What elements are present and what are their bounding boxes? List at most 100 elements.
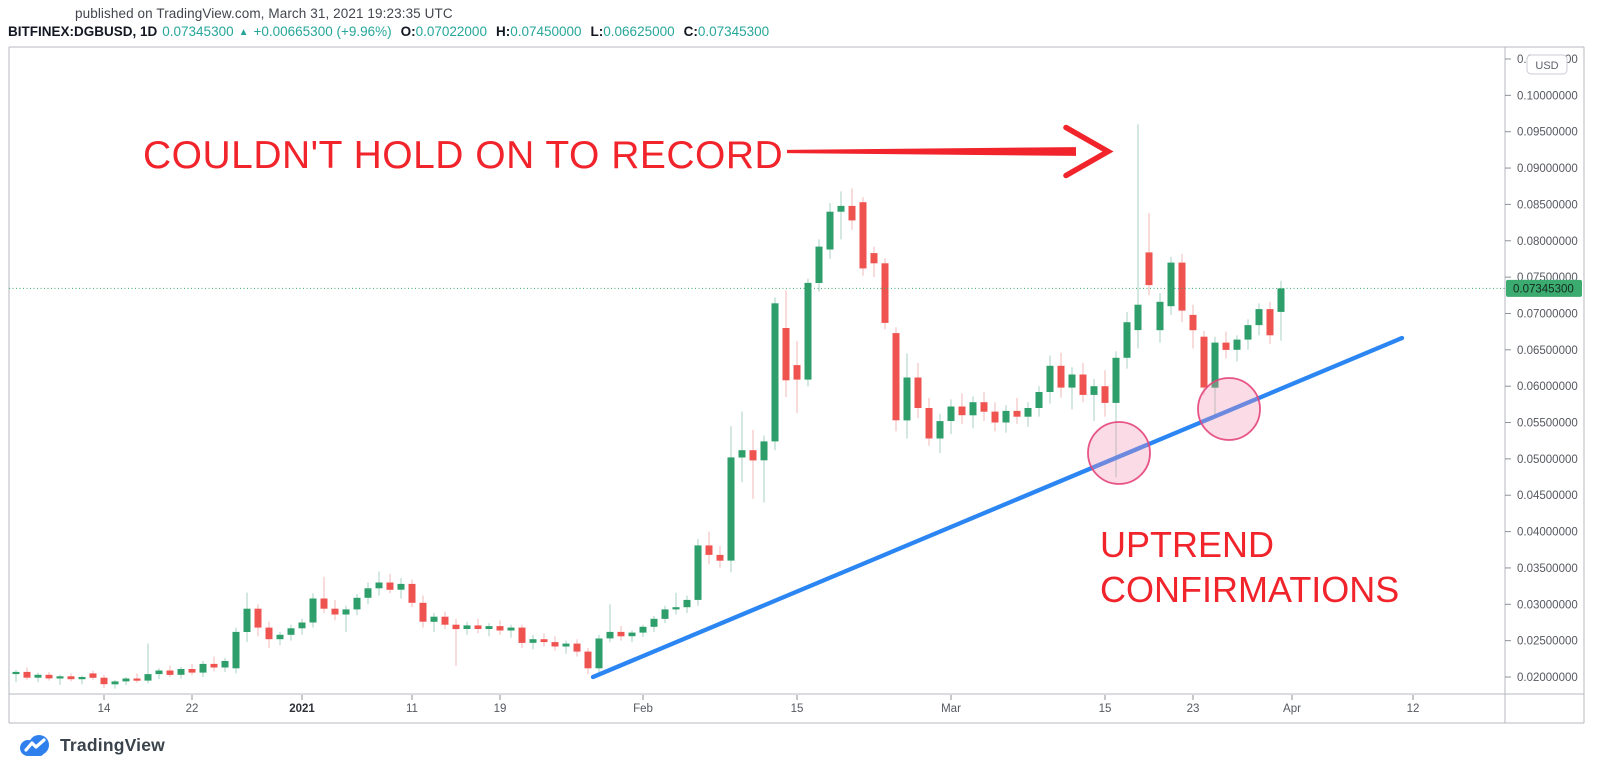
high-value: 0.07450000 (510, 24, 582, 39)
candle-body-up (430, 616, 438, 622)
uptrend-trendline[interactable] (590, 335, 1405, 680)
time-tick-label: 2021 (289, 703, 315, 715)
candle-body-up (375, 582, 383, 589)
candle (980, 392, 988, 422)
candle (474, 618, 482, 634)
candle-body-down (386, 582, 394, 590)
candle-body-up (738, 450, 746, 458)
candle (870, 246, 878, 278)
candle-body-down (1200, 336, 1208, 388)
candle (793, 341, 801, 414)
candle-body-up (56, 676, 64, 679)
candle (89, 670, 97, 680)
candle-body-up (837, 205, 845, 212)
candle (892, 327, 900, 432)
candle-body-up (287, 628, 295, 635)
candle-body-up (177, 669, 185, 675)
candle (1101, 370, 1109, 417)
uptrend-confirmation-circle-2[interactable] (1197, 377, 1261, 441)
price-tick-label: 0.03000000 (1517, 599, 1578, 611)
up-triangle-icon: ▲ (238, 27, 249, 38)
uptrend-confirmation-circle-1[interactable] (1087, 421, 1151, 485)
candle (672, 592, 680, 615)
candle (133, 673, 141, 683)
candle-body-down (474, 625, 482, 629)
candle-body-down (254, 608, 262, 628)
time-tick-label: 11 (406, 703, 418, 715)
time-tick-label: 22 (186, 703, 199, 715)
candle-body-up (243, 608, 251, 632)
candle-body-down (1266, 309, 1274, 336)
candle-body-down (892, 333, 900, 421)
price-tick-label: 0.04000000 (1517, 527, 1578, 539)
candle (221, 658, 229, 672)
low-value: 0.06625000 (603, 24, 675, 39)
candle (1189, 304, 1197, 349)
candle-body-up (397, 583, 405, 590)
candle (991, 402, 999, 432)
candle (1013, 397, 1021, 424)
candle-body-up (1024, 408, 1032, 417)
candle-body-up (672, 607, 680, 610)
candle-body-down (1057, 365, 1065, 388)
candle (595, 634, 603, 673)
symbol-title: BITFINEX:DGBUSD, 1D (8, 24, 158, 39)
candle-body-up (1277, 288, 1285, 312)
candle-body-up (650, 618, 658, 627)
close-value: 0.07345300 (697, 24, 770, 39)
candle-body-up (507, 627, 515, 631)
candle-body-up (353, 597, 361, 610)
candle-body-up (364, 588, 372, 598)
candle (23, 667, 31, 680)
candle (199, 661, 207, 677)
candle (100, 674, 108, 688)
candle-body-down (45, 674, 53, 679)
candle-body-up (1068, 374, 1076, 388)
candle-body-up (529, 639, 537, 643)
candle-body-up (683, 599, 691, 608)
candle-body-down (991, 411, 999, 423)
record-annotation-text[interactable]: COULDN'T HOLD ON TO RECORD (143, 134, 783, 177)
candle (881, 258, 889, 330)
candle (419, 595, 427, 628)
annotation-arrow-head[interactable] (1063, 124, 1114, 179)
candle (397, 578, 405, 599)
price-tick-label: 0.10000000 (1517, 90, 1578, 102)
annotation-arrow-shaft[interactable] (787, 147, 1076, 156)
candle-body-up (903, 377, 911, 421)
candle (320, 576, 328, 613)
candle (364, 582, 372, 605)
candle (628, 630, 636, 643)
candle (122, 677, 130, 685)
tradingview-logo[interactable]: TradingView (18, 732, 165, 758)
candle (749, 429, 757, 499)
candle-body-down (870, 253, 878, 264)
candle-body-down (265, 627, 273, 640)
candle (1211, 336, 1219, 417)
candle-body-down (23, 671, 31, 678)
candle-body-down (408, 583, 416, 603)
candle-body-up (947, 406, 955, 421)
candle-body-down (419, 602, 427, 622)
candle-body-down (584, 651, 592, 669)
candle (661, 605, 669, 624)
candle (188, 663, 196, 676)
uptrend-annotation-line2[interactable]: CONFIRMATIONS (1100, 569, 1399, 610)
time-tick-label: 14 (98, 703, 111, 715)
candle (518, 624, 526, 648)
candle (287, 624, 295, 641)
price-tick-label: 0.06000000 (1517, 381, 1578, 393)
high-label: H: (495, 24, 511, 39)
candle (45, 671, 53, 681)
price-tick-label: 0.05500000 (1517, 418, 1578, 430)
candle (34, 672, 42, 683)
candle (1068, 367, 1076, 410)
price-tick-label: 0.06500000 (1517, 345, 1578, 357)
candle-body-up (463, 625, 471, 629)
candle-body-up (760, 441, 768, 461)
candle (375, 571, 383, 596)
uptrend-annotation-line1[interactable]: UPTREND (1100, 524, 1274, 565)
candle-body-down (1222, 342, 1230, 350)
candle-body-up (1002, 410, 1010, 423)
